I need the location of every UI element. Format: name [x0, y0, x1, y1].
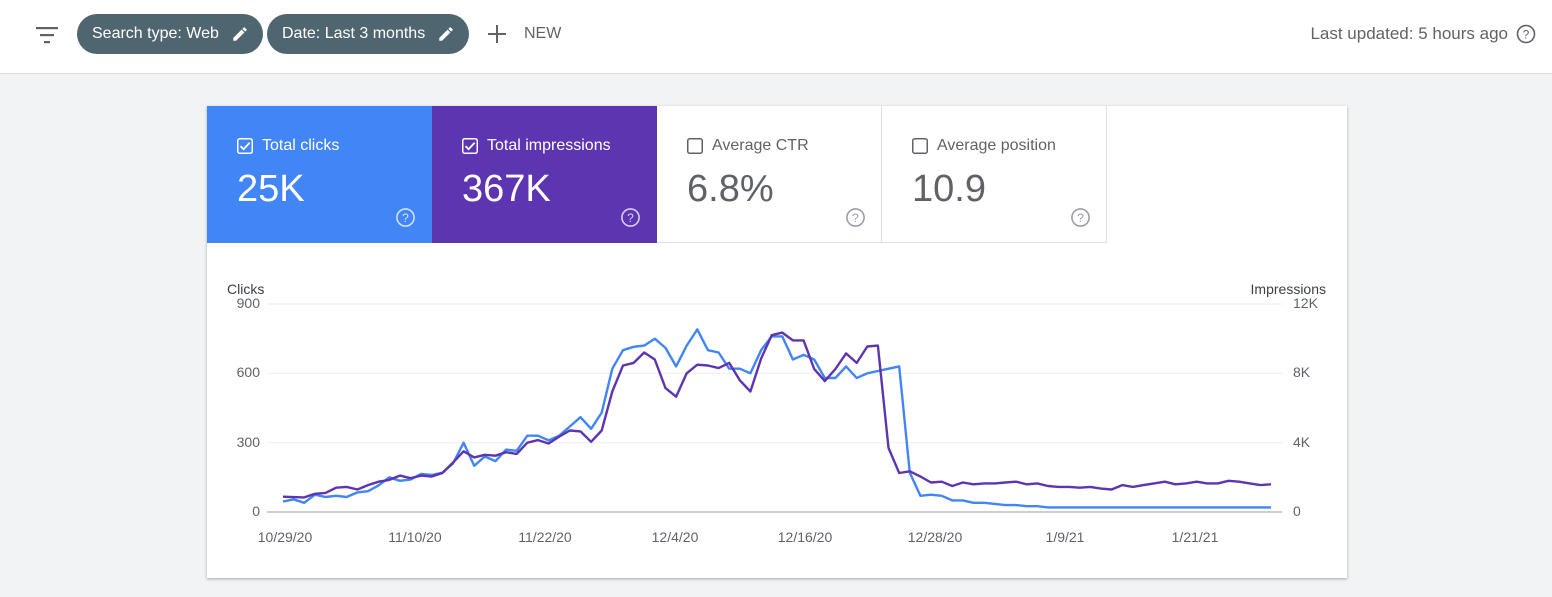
- checkbox-unchecked-icon[interactable]: [687, 138, 703, 154]
- y-left-tick-label: 300: [236, 433, 260, 450]
- metric-label: Average CTR: [712, 137, 809, 154]
- search-type-chip-label: Search type: Web: [92, 25, 219, 42]
- metric-value: 10.9: [912, 168, 986, 210]
- performance-card: Total clicks 25K ? Total impressions 367…: [207, 106, 1347, 578]
- date-range-chip-label: Date: Last 3 months: [282, 25, 426, 42]
- line-chart: [267, 303, 1282, 513]
- plus-icon: [488, 25, 506, 43]
- metric-average-ctr[interactable]: Average CTR 6.8% ?: [657, 106, 882, 243]
- x-tick-label: 1/21/21: [1171, 529, 1219, 545]
- metric-total-clicks[interactable]: Total clicks 25K ?: [207, 106, 432, 243]
- filter-list-icon[interactable]: [34, 24, 60, 46]
- series-line-clicks: [282, 328, 1271, 509]
- y-right-tick-label: 8K: [1293, 364, 1311, 381]
- right-axis-title: Impressions: [1250, 281, 1326, 297]
- x-tick-label: 11/10/20: [388, 529, 442, 545]
- last-updated: Last updated: 5 hours ago ?: [1310, 22, 1536, 46]
- svg-text:?: ?: [1077, 211, 1084, 225]
- top-toolbar: Search type: Web Date: Last 3 months NEW…: [0, 0, 1552, 74]
- x-tick-label: 10/29/20: [257, 529, 313, 545]
- pencil-icon[interactable]: [231, 25, 249, 43]
- last-updated-text: Last updated: 5 hours ago: [1310, 24, 1508, 43]
- metric-value: 25K: [237, 168, 305, 210]
- metric-average-position[interactable]: Average position 10.9 ?: [882, 106, 1107, 243]
- left-axis-title: Clicks: [227, 281, 265, 297]
- new-filter-label: NEW: [524, 25, 562, 42]
- metric-label: Average position: [937, 137, 1056, 154]
- help-icon[interactable]: ?: [1516, 24, 1536, 44]
- metric-total-impressions[interactable]: Total impressions 367K ?: [432, 106, 657, 243]
- y-right-tick-label: 0: [1293, 503, 1301, 519]
- y-right-tick-label: 12K: [1293, 295, 1318, 311]
- metric-label: Total clicks: [262, 137, 340, 154]
- x-tick-label: 12/16/20: [777, 529, 833, 545]
- svg-text:?: ?: [627, 211, 634, 225]
- checkbox-unchecked-icon[interactable]: [912, 138, 928, 154]
- x-tick-label: 12/28/20: [907, 529, 963, 545]
- svg-text:?: ?: [1523, 28, 1530, 42]
- checkbox-checked-icon[interactable]: [462, 138, 478, 154]
- x-tick-label: 1/9/21: [1045, 529, 1085, 545]
- y-left-tick-label: 600: [236, 364, 260, 381]
- help-icon[interactable]: ?: [620, 207, 641, 228]
- help-icon[interactable]: ?: [845, 207, 866, 228]
- metric-value: 6.8%: [687, 168, 774, 210]
- series-line-impressions: [282, 331, 1272, 499]
- svg-text:?: ?: [402, 211, 409, 225]
- metric-label: Total impressions: [487, 137, 611, 154]
- y-left-tick-label: 900: [236, 295, 260, 311]
- help-icon[interactable]: ?: [395, 207, 416, 228]
- help-icon[interactable]: ?: [1070, 207, 1091, 228]
- search-type-chip[interactable]: Search type: Web: [77, 14, 263, 54]
- date-range-chip[interactable]: Date: Last 3 months: [267, 14, 470, 54]
- y-right-tick-label: 4K: [1293, 433, 1311, 450]
- x-tick-label: 11/22/20: [518, 529, 572, 545]
- new-filter-button[interactable]: NEW: [486, 14, 561, 54]
- x-tick-label: 12/4/20: [651, 529, 699, 545]
- metric-value: 367K: [462, 168, 551, 210]
- pencil-icon[interactable]: [437, 25, 455, 43]
- checkbox-checked-icon[interactable]: [237, 138, 253, 154]
- svg-text:?: ?: [852, 211, 859, 225]
- y-left-tick-label: 0: [252, 503, 260, 519]
- performance-chart: Clicks Impressions 900 12K 600 8K 300 4K 0 0 10/…: [207, 243, 1347, 578]
